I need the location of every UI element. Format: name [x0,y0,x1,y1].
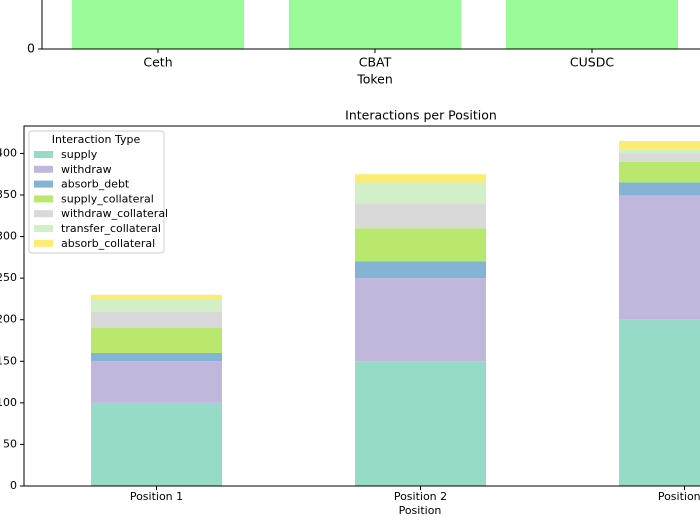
x-tick-label: Ceth [143,55,172,70]
legend-box [28,130,165,254]
bar-segment [355,203,486,229]
y-tick-label: 100 [0,396,17,409]
x-tick-label: Position 1 [130,490,183,503]
legend-label: supply [61,148,98,161]
y-tick-label: 50 [3,437,17,450]
bar-segment [619,195,700,320]
bar-segment [91,328,222,353]
y-tick-label: 0 [27,41,35,56]
bar-segment [355,278,486,362]
y-tick-label: 0 [10,479,17,492]
legend-label: absorb_collateral [61,237,155,250]
bar-segment [91,294,222,299]
bar-segment [355,261,486,279]
legend-label: transfer_collateral [61,222,161,235]
legend-label: withdraw [61,163,112,176]
bar-segment [91,352,222,362]
bar-segment [355,174,486,183]
bar-segment [91,361,222,403]
bar-segment [91,298,222,312]
legend-swatch [34,195,53,203]
bar-segment [355,361,486,486]
legend-swatch [34,239,53,247]
legend-title: Interaction Type [52,133,141,146]
legend-swatch [34,210,53,218]
x-tick-label: CUSDC [570,55,614,70]
bar-segment [619,182,700,196]
legend-swatch [34,151,53,158]
legend-swatch [34,180,53,188]
x-axis-label: Token [356,72,393,87]
y-tick-label: 200 [0,313,17,326]
bar [289,0,461,49]
plot-frame [23,125,700,487]
legend-label: absorb_debt [61,178,130,191]
bar-segment [355,228,486,262]
bar [506,0,678,49]
bar-segment [91,311,222,329]
chart-title: Interactions per Position [345,108,497,123]
bar-segment [619,140,700,150]
bar-segment [91,402,222,486]
y-tick-label: 150 [0,354,17,367]
y-tick-label: 350 [0,188,17,201]
bar-segment [355,182,486,204]
x-tick-label: Position 3 [658,490,700,503]
y-tick-label: 250 [0,271,17,284]
y-tick-label: 400 [0,146,17,159]
bar [72,0,244,49]
bar-segment [619,149,700,154]
legend-label: supply_collateral [61,192,154,205]
bar-segment [619,161,700,183]
x-tick-label: CBAT [359,55,392,70]
legend-swatch [34,225,53,232]
bar-segment [619,319,700,486]
x-tick-label: Position 2 [394,490,447,503]
legend: Interaction Type supply withdraw absorb_deb… [28,130,168,254]
x-axis-label: Position [399,504,442,517]
legend-swatch [34,165,53,173]
legend-label: withdraw_collateral [61,207,168,220]
y-tick-label: 300 [0,230,17,243]
bar-segment [619,153,700,162]
